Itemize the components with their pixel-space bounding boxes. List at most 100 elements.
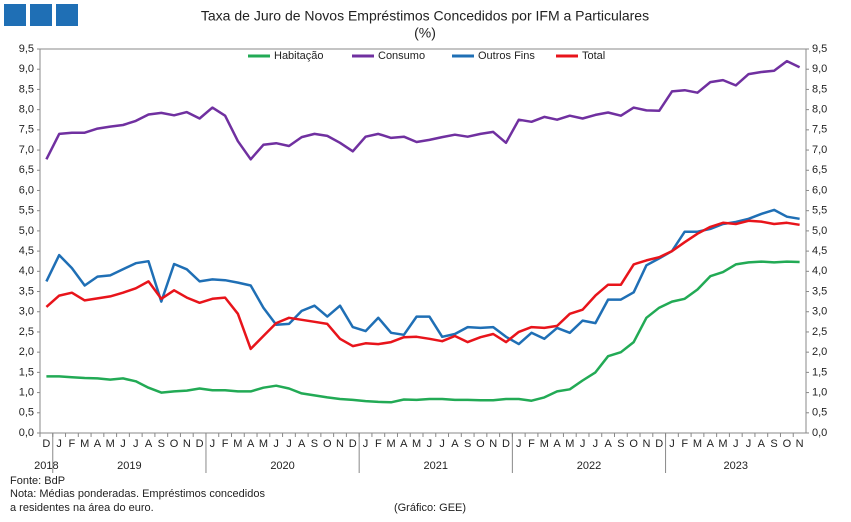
credit: (Gráfico: GEE) [394, 502, 466, 514]
y2-tick-label: 5,0 [812, 225, 827, 237]
x-tick-label: J [56, 438, 62, 450]
x-tick-label: M [718, 438, 727, 450]
y2-tick-label: 0,5 [812, 407, 827, 419]
series-line [45, 59, 801, 161]
x-tick-label: J [746, 438, 752, 450]
x-tick-label: F [375, 438, 382, 450]
y2-tick-label: 8,5 [812, 83, 827, 95]
y-tick-label: 1,0 [19, 386, 34, 398]
x-tick-label: M [386, 438, 395, 450]
x-tick-label: A [451, 438, 459, 450]
y2-tick-label: 4,0 [812, 265, 827, 277]
x-tick-label: S [464, 438, 471, 450]
x-tick-label: J [120, 438, 126, 450]
y-tick-label: 8,0 [19, 104, 34, 116]
x-tick-label: J [733, 438, 739, 450]
y-tick-label: 8,5 [19, 83, 34, 95]
y2-tick-label: 4,5 [812, 245, 827, 257]
x-tick-label: F [69, 438, 76, 450]
x-tick-label: A [604, 438, 612, 450]
x-tick-label: F [528, 438, 535, 450]
legend-label: Consumo [378, 50, 425, 62]
year-label: 2021 [424, 460, 448, 472]
y-tick-label: 6,5 [19, 164, 34, 176]
x-tick-label: O [783, 438, 792, 450]
x-tick-label: S [770, 438, 777, 450]
y2-tick-label: 7,0 [812, 144, 827, 156]
legend-label: Habitação [274, 50, 324, 62]
x-tick-label: F [681, 438, 688, 450]
x-tick-label: F [222, 438, 229, 450]
y-tick-label: 9,0 [19, 63, 34, 75]
x-tick-label: J [133, 438, 139, 450]
x-tick-label: J [516, 438, 522, 450]
x-tick-label: D [349, 438, 357, 450]
year-label: 2020 [270, 460, 294, 472]
logo-square [30, 4, 52, 26]
source: Fonte: BdP [10, 475, 65, 487]
x-tick-label: A [298, 438, 306, 450]
x-tick-label: N [642, 438, 650, 450]
y-tick-label: 0,0 [19, 427, 34, 439]
y2-tick-label: 6,0 [812, 184, 827, 196]
chart-subtitle: (%) [414, 25, 436, 41]
x-tick-label: J [439, 438, 445, 450]
y2-tick-label: 8,0 [812, 104, 827, 116]
y-tick-label: 4,5 [19, 245, 34, 257]
year-label: 2023 [724, 460, 748, 472]
x-tick-label: A [94, 438, 102, 450]
y2-tick-label: 3,5 [812, 285, 827, 297]
x-tick-label: O [629, 438, 638, 450]
x-tick-label: M [565, 438, 574, 450]
x-tick-label: J [273, 438, 279, 450]
x-tick-label: D [502, 438, 510, 450]
legend-label: Outros Fins [478, 50, 535, 62]
y2-tick-label: 2,5 [812, 326, 827, 338]
y2-tick-label: 6,5 [812, 164, 827, 176]
x-tick-label: D [42, 438, 50, 450]
x-tick-label: D [196, 438, 204, 450]
year-label: 2019 [117, 460, 141, 472]
note: a residentes na área do euro. [10, 502, 154, 514]
y-tick-label: 0,5 [19, 407, 34, 419]
x-tick-label: O [170, 438, 179, 450]
series-line [46, 260, 800, 404]
x-tick-label: J [363, 438, 369, 450]
x-tick-label: N [183, 438, 191, 450]
x-tick-label: A [553, 438, 561, 450]
x-tick-label: A [707, 438, 715, 450]
x-tick-label: A [400, 438, 408, 450]
x-tick-label: N [336, 438, 344, 450]
x-tick-label: M [233, 438, 242, 450]
logo-square [56, 4, 78, 26]
series-line [45, 208, 800, 346]
note: Nota: Médias ponderadas. Empréstimos con… [10, 488, 265, 500]
y-tick-label: 3,0 [19, 306, 34, 318]
y2-tick-label: 3,0 [812, 306, 827, 318]
legend-label: Total [582, 50, 605, 62]
series-line [45, 219, 800, 351]
y-tick-label: 3,5 [19, 285, 34, 297]
y-tick-label: 1,5 [19, 366, 34, 378]
year-label: 2022 [577, 460, 601, 472]
x-tick-label: M [106, 438, 115, 450]
logo-square [4, 4, 26, 26]
x-tick-label: J [580, 438, 586, 450]
y-tick-label: 2,0 [19, 346, 34, 358]
x-tick-label: S [617, 438, 624, 450]
y2-tick-label: 1,0 [812, 386, 827, 398]
x-tick-label: J [669, 438, 675, 450]
y-tick-label: 9,5 [19, 43, 34, 55]
x-tick-label: M [693, 438, 702, 450]
x-tick-label: M [259, 438, 268, 450]
year-label: 2018 [34, 460, 58, 472]
y-tick-label: 7,0 [19, 144, 34, 156]
y2-tick-label: 1,5 [812, 366, 827, 378]
y2-tick-label: 0,0 [812, 427, 827, 439]
x-tick-label: M [80, 438, 89, 450]
x-tick-label: S [311, 438, 318, 450]
y-tick-label: 4,0 [19, 265, 34, 277]
x-tick-label: M [540, 438, 549, 450]
x-tick-label: A [247, 438, 255, 450]
